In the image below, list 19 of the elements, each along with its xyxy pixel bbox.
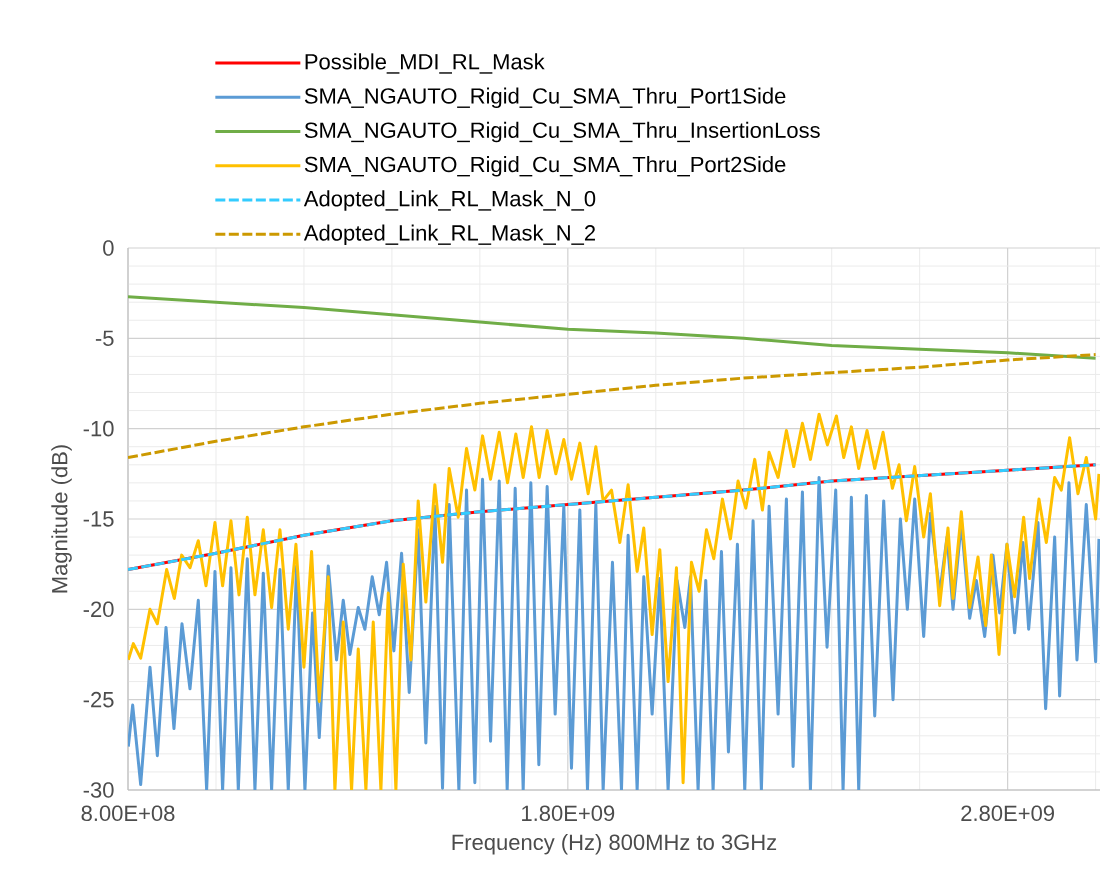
legend-label: SMA_NGAUTO_Rigid_Cu_SMA_Thru_InsertionLoss [304, 121, 820, 143]
legend-label: Possible_MDI_RL_Mask [305, 53, 545, 74]
y-tick-label: 0 [103, 240, 114, 256]
legend-label: Adopted_Link_RL_Mask_N_0 [303, 190, 596, 211]
y-tick-label: -5 [95, 330, 114, 346]
legend-label: SMA_NGAUTO_Rigid_Cu_SMA_Thru_Port2Side [304, 156, 786, 177]
y-tick-label: -25 [83, 691, 114, 708]
legend-label: Adopted_Link_RL_Mask_N_2 [303, 224, 595, 246]
y-tick-label: -30 [83, 782, 114, 798]
legend-label: SMA_NGAUTO_Rigid_Cu_SMA_Thru_Port1Side [304, 87, 786, 109]
y-tick-label: -15 [83, 511, 114, 527]
x-tick-label: 2.80E+09 [961, 805, 1054, 822]
y-tick-label: -10 [83, 420, 114, 437]
line-series [128, 295, 1098, 360]
x-tick-label: 8.00E+08 [81, 805, 175, 822]
x-axis-title: Frequency (Hz) 800MHz to 3GHz [452, 833, 777, 855]
y-axis-title: Magnitude (dB) [51, 445, 72, 593]
y-tick-label: -20 [83, 601, 114, 618]
x-tick-label: 1.80E+09 [522, 805, 615, 822]
